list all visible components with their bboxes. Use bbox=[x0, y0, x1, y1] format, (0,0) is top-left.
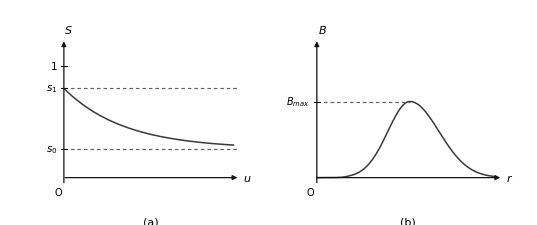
Text: r: r bbox=[506, 173, 511, 183]
Text: $B_{max}$: $B_{max}$ bbox=[286, 95, 310, 109]
Text: u: u bbox=[244, 173, 251, 183]
Text: (a): (a) bbox=[142, 216, 158, 225]
Text: O: O bbox=[54, 187, 62, 197]
Text: $s_0$: $s_0$ bbox=[46, 143, 57, 155]
Text: O: O bbox=[307, 187, 314, 197]
Text: (b): (b) bbox=[400, 216, 416, 225]
Text: B: B bbox=[318, 25, 326, 35]
Text: S: S bbox=[66, 25, 72, 35]
Text: $s_1$: $s_1$ bbox=[46, 83, 57, 95]
Text: 1: 1 bbox=[51, 62, 57, 72]
